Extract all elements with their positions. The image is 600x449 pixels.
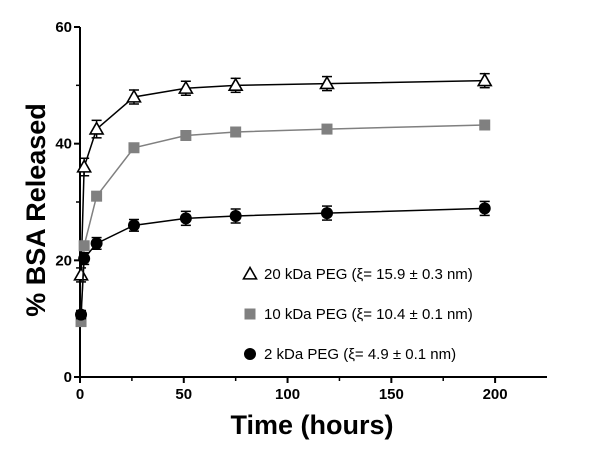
data-point	[73, 266, 89, 281]
series-layer	[73, 72, 493, 328]
data-point	[229, 210, 242, 222]
x-tick-label: 200	[483, 386, 508, 403]
series-2	[75, 119, 491, 328]
y-tick-label: 40	[55, 136, 72, 153]
x-tick-label: 50	[175, 386, 192, 403]
data-point	[180, 130, 192, 141]
data-point	[126, 88, 142, 103]
data-point	[75, 308, 88, 321]
data-point	[128, 142, 140, 154]
series-line	[80, 79, 485, 275]
x-tick-labels: 0 50 100 150 200	[76, 386, 508, 403]
data-point	[479, 119, 491, 131]
data-point	[320, 207, 333, 220]
data-point	[227, 77, 244, 92]
legend-marker	[244, 348, 256, 360]
data-point	[478, 202, 491, 215]
data-point	[75, 316, 87, 328]
data-point	[88, 120, 105, 135]
data-point	[78, 240, 90, 252]
data-point	[91, 190, 103, 202]
x-tick-label: 0	[76, 386, 84, 403]
data-point	[319, 75, 335, 90]
x-tick-label: 150	[379, 386, 404, 403]
legend-marker	[242, 265, 258, 280]
x-axis-title: Time (hours)	[230, 410, 393, 440]
data-point	[90, 237, 103, 250]
data-point	[230, 126, 242, 138]
data-point	[177, 80, 194, 94]
y-tick-label: 60	[55, 19, 72, 36]
series-line	[80, 124, 485, 322]
legend-label: 10 kDa PEG (ξ= 10.4 ± 0.1 nm)	[264, 306, 473, 323]
series-3	[75, 200, 491, 321]
series-1	[73, 72, 493, 283]
data-point	[179, 212, 192, 225]
legend-marker	[244, 308, 256, 320]
y-tick-label: 0	[64, 369, 72, 386]
data-point	[78, 252, 91, 265]
y-tick-labels: 0 20 40 60	[55, 19, 72, 386]
data-point	[476, 72, 493, 87]
y-tick-label: 20	[55, 252, 72, 269]
series-line	[80, 207, 485, 315]
data-point	[321, 123, 333, 135]
data-point	[76, 158, 93, 173]
data-point	[127, 219, 140, 232]
y-axis-title: % BSA Released	[21, 103, 51, 317]
legend: 20 kDa PEG (ξ= 15.9 ± 0.3 nm) 10 kDa PEG …	[242, 265, 473, 363]
legend-label: 2 kDa PEG (ξ= 4.9 ± 0.1 nm)	[264, 346, 456, 363]
legend-label: 20 kDa PEG (ξ= 15.9 ± 0.3 nm)	[264, 266, 473, 283]
x-tick-label: 100	[275, 386, 300, 403]
